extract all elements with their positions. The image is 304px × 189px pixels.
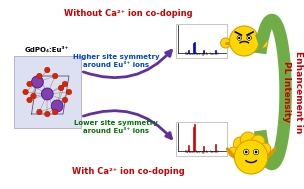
Circle shape — [245, 151, 247, 153]
Circle shape — [234, 140, 268, 174]
Circle shape — [253, 149, 259, 155]
Text: With Ca²⁺ ion co-doping: With Ca²⁺ ion co-doping — [72, 167, 185, 176]
Circle shape — [244, 149, 249, 155]
Text: Lower site symmetry
around Eu³⁺ ions: Lower site symmetry around Eu³⁺ ions — [74, 120, 158, 134]
Circle shape — [248, 37, 250, 39]
Circle shape — [233, 137, 247, 151]
Circle shape — [62, 81, 68, 87]
Circle shape — [37, 73, 42, 79]
Circle shape — [62, 97, 68, 103]
Circle shape — [32, 76, 43, 88]
Text: GdPO₄:Eu³⁺: GdPO₄:Eu³⁺ — [25, 47, 69, 53]
Circle shape — [251, 135, 265, 149]
Circle shape — [27, 81, 32, 87]
Text: Enhancement in
PL Intensity: Enhancement in PL Intensity — [282, 51, 302, 133]
Circle shape — [23, 89, 28, 95]
Circle shape — [221, 38, 230, 48]
Circle shape — [247, 36, 251, 40]
Circle shape — [27, 97, 32, 103]
Text: Wavelength (nm): Wavelength (nm) — [185, 150, 219, 154]
Circle shape — [229, 147, 238, 157]
Circle shape — [66, 89, 72, 95]
Circle shape — [238, 37, 240, 39]
Circle shape — [259, 143, 271, 155]
Circle shape — [41, 88, 53, 100]
Text: Higher site symmetry
around Eu³⁺ ions: Higher site symmetry around Eu³⁺ ions — [73, 54, 160, 68]
Circle shape — [255, 151, 257, 153]
Circle shape — [58, 85, 64, 91]
Bar — [14, 56, 81, 128]
Circle shape — [230, 26, 259, 56]
Circle shape — [240, 132, 256, 148]
Circle shape — [44, 111, 50, 117]
Text: Without Ca²⁺ ion co-doping: Without Ca²⁺ ion co-doping — [64, 9, 192, 19]
Circle shape — [258, 38, 268, 48]
Text: Wavelength (nm): Wavelength (nm) — [185, 53, 219, 57]
Bar — [176, 24, 227, 58]
Bar — [176, 122, 227, 156]
Circle shape — [52, 109, 58, 115]
Circle shape — [52, 73, 58, 79]
Circle shape — [31, 93, 36, 99]
Circle shape — [37, 109, 42, 115]
Circle shape — [44, 67, 50, 73]
Circle shape — [51, 100, 63, 112]
Circle shape — [237, 36, 242, 40]
